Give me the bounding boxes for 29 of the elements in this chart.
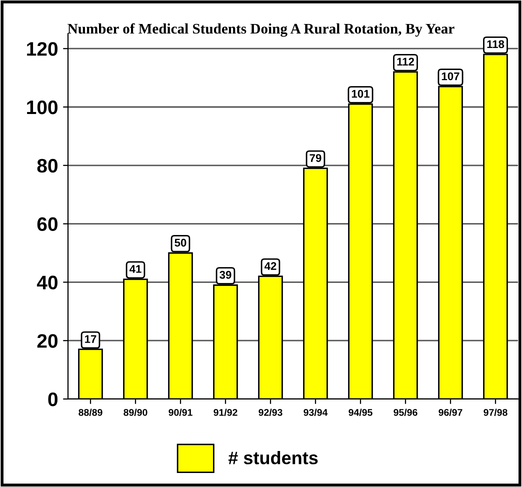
data-label: 112: [397, 58, 414, 66]
data-label: 107: [442, 72, 460, 80]
y-tick-label: 0: [48, 392, 58, 406]
x-tick-label: 97/98: [484, 408, 508, 416]
x-tick-label: 96/97: [438, 408, 462, 416]
data-label: 101: [352, 90, 370, 98]
x-tick-label: 89/90: [124, 408, 148, 416]
chart-title: Number of Medical Students Doing A Rural Rotation, By Year: [68, 23, 454, 37]
y-tick-label: 100: [27, 100, 58, 114]
y-tick-label: 40: [36, 276, 58, 290]
x-tick-label: 88/89: [78, 408, 102, 416]
legend-label: # students: [228, 451, 318, 464]
x-tick-label: 91/92: [214, 408, 238, 416]
x-tick-label: 92/93: [258, 408, 282, 416]
data-label: 39: [220, 270, 232, 279]
x-tick-label: 90/91: [168, 408, 192, 416]
y-tick-label: 80: [37, 158, 58, 173]
data-label: 118: [487, 40, 504, 48]
y-tick-label: 20: [37, 334, 58, 348]
y-tick-label: 60: [37, 217, 58, 232]
data-label: 42: [264, 262, 276, 270]
data-label: 17: [85, 335, 96, 343]
data-label: 50: [174, 238, 186, 247]
x-tick-label: 93/94: [304, 408, 328, 416]
y-tick-label: 120: [27, 42, 58, 56]
x-tick-label: 94/95: [348, 408, 372, 416]
data-label: 41: [129, 265, 142, 273]
x-tick-label: 95/96: [394, 408, 418, 416]
data-label: 79: [310, 154, 322, 162]
